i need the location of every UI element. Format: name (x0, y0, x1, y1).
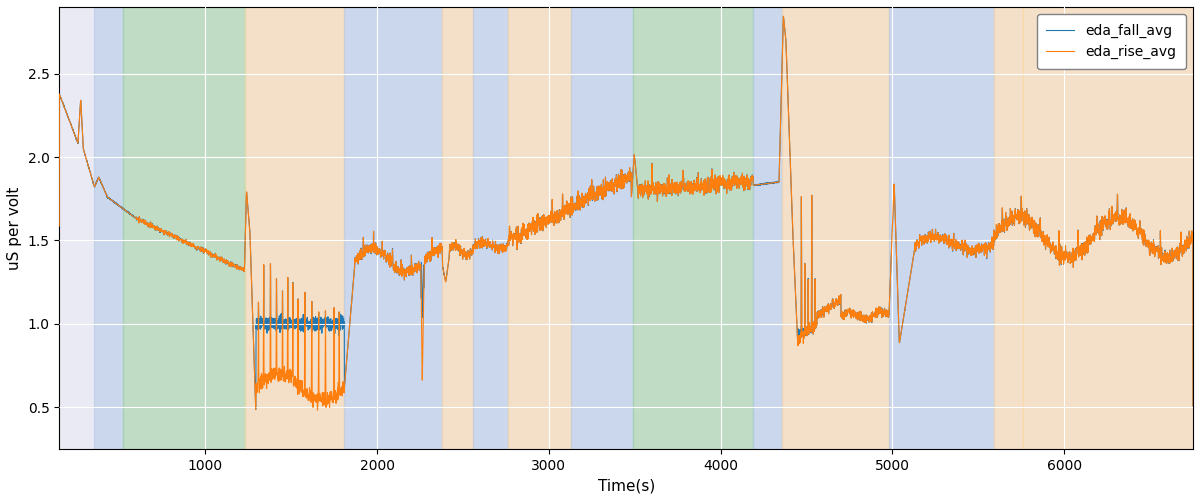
Y-axis label: uS per volt: uS per volt (7, 186, 22, 270)
Bar (634, 7, 754, 449)
eda_fall_avg (58, 104, 72, 110)
Line: eda_fall_avg: eda_fall_avg (59, 16, 1193, 409)
Bar (508, 7, 571, 449)
eda_rise_avg (776, 14, 791, 20)
eda_rise_avg (311, 407, 325, 413)
eda_rise_avg (120, 208, 134, 214)
Bar (473, 7, 508, 449)
eda_rise_avg (275, 371, 289, 377)
Bar (571, 7, 634, 449)
eda_fall_avg (52, 223, 66, 229)
Line: eda_rise_avg: eda_rise_avg (59, 16, 1193, 410)
Bar (754, 7, 782, 449)
eda_fall_avg (606, 180, 620, 186)
eda_fall_avg (776, 14, 791, 20)
X-axis label: Time(s): Time(s) (598, 478, 655, 493)
eda_fall_avg (275, 326, 289, 332)
eda_rise_avg (606, 180, 620, 186)
eda_fall_avg (98, 192, 113, 198)
Bar (344, 7, 443, 449)
eda_rise_avg (98, 192, 113, 198)
Bar (889, 7, 994, 449)
Bar (443, 7, 473, 449)
Bar (1022, 7, 1193, 449)
eda_rise_avg (52, 223, 66, 229)
eda_fall_avg (248, 406, 263, 412)
Legend: eda_fall_avg, eda_rise_avg: eda_fall_avg, eda_rise_avg (1037, 14, 1186, 68)
eda_rise_avg (1126, 222, 1140, 228)
eda_fall_avg (1126, 222, 1140, 228)
eda_rise_avg (1186, 403, 1200, 409)
Bar (782, 7, 889, 449)
Bar (994, 7, 1022, 449)
eda_fall_avg (120, 208, 134, 214)
eda_fall_avg (1186, 403, 1200, 409)
Bar (122, 7, 245, 449)
eda_rise_avg (58, 104, 72, 110)
Bar (245, 7, 344, 449)
Bar (95, 7, 122, 449)
